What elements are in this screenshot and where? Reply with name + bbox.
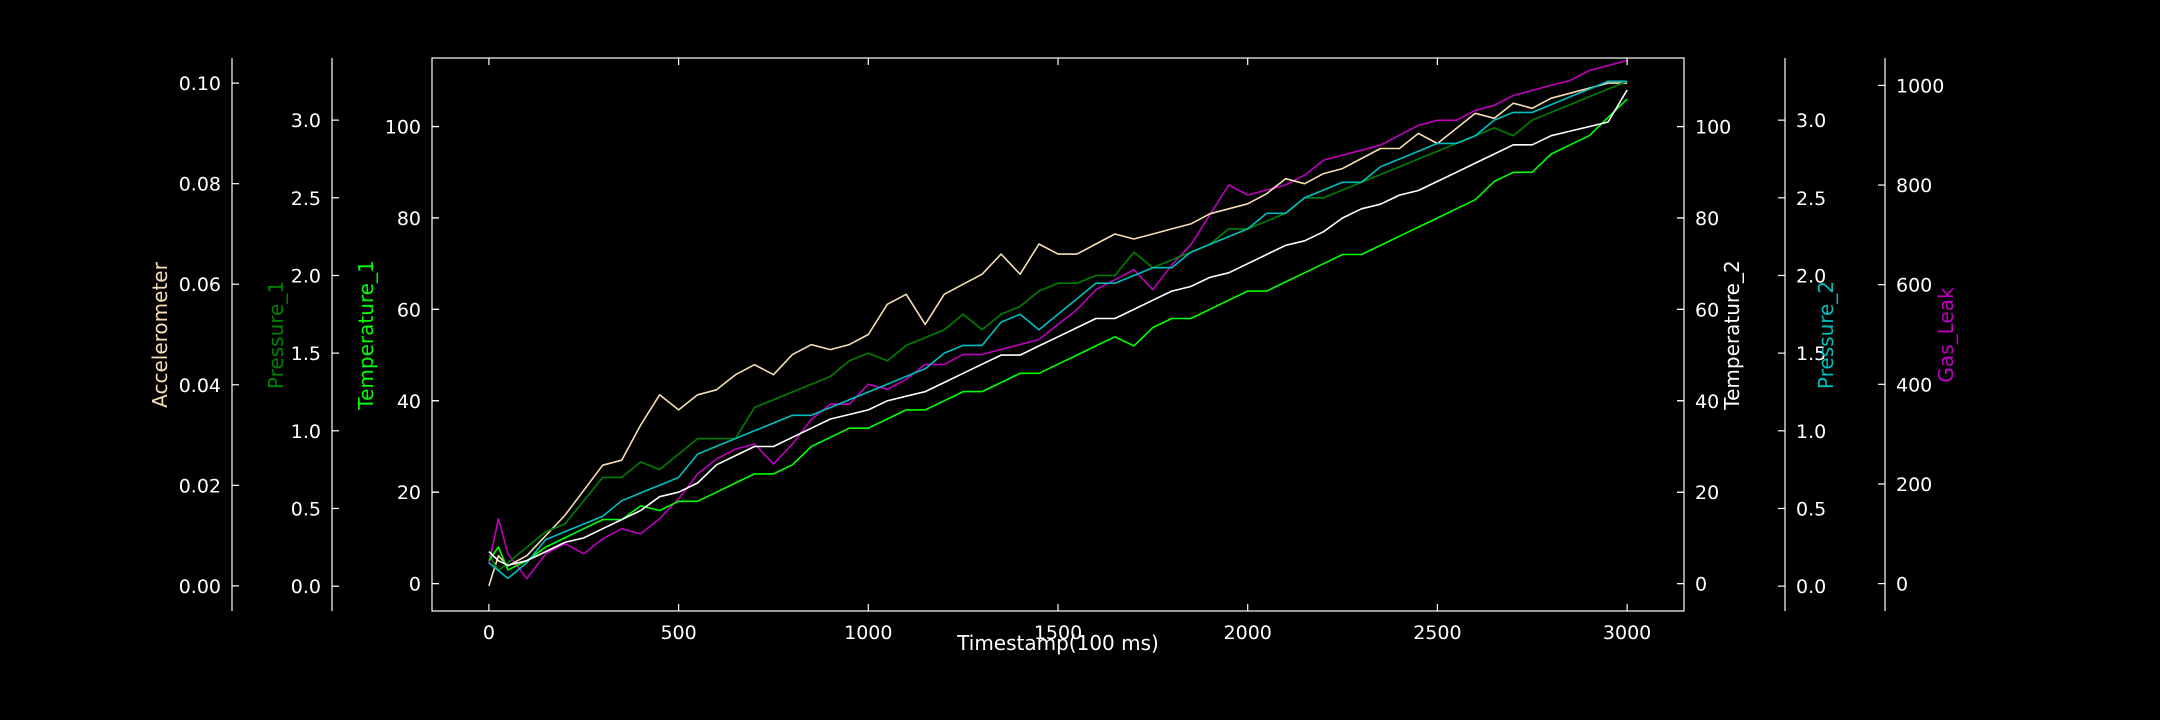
series-line-temp1 xyxy=(488,98,1628,571)
y-tick-label: 0 xyxy=(1695,574,1707,596)
y-tick-label: 60 xyxy=(1695,299,1719,321)
y-tick-label: 60 xyxy=(397,299,421,321)
y-tick-label: 0.02 xyxy=(179,475,221,497)
plot-frame xyxy=(431,57,1685,612)
x-tick-label: 3000 xyxy=(1603,622,1651,644)
y-tick-label: 1000 xyxy=(1896,75,1944,97)
x-tick-label: 2000 xyxy=(1224,622,1272,644)
y-tick-label: 200 xyxy=(1896,474,1932,496)
x-tick-label: 1500 xyxy=(1034,622,1082,644)
series-line-temp2 xyxy=(488,89,1628,567)
y-tick-label: 1.0 xyxy=(1796,421,1826,443)
y-tick-label: 0.08 xyxy=(179,174,221,196)
x-axis: 0 500 1000 1500 2000 2500 3000 xyxy=(483,58,1651,644)
y-tick-label: 40 xyxy=(1695,391,1719,413)
y-tick-label: 0.5 xyxy=(1796,498,1826,520)
y-tick-label: 400 xyxy=(1896,374,1932,396)
y-axis-title-accel: Accelerometer xyxy=(148,261,172,407)
y-axis-press1: 0.0 0.5 1.0 1.5 2.0 2.5 3.0 Pressure_1 xyxy=(264,58,339,611)
y-tick-label: 3.0 xyxy=(291,110,321,132)
y-tick-label: 1.5 xyxy=(291,343,321,365)
y-axis-temp2: 0 20 40 60 80 100 Temperature_2 xyxy=(432,117,1744,596)
y-tick-label: 2.0 xyxy=(1796,265,1826,287)
y-tick-label: 600 xyxy=(1896,275,1932,297)
y-axes: 0.000.020.040.060.080.10Accelerometer0.0… xyxy=(148,58,1958,611)
y-tick-label: 1.0 xyxy=(291,421,321,443)
y-axis-title-temp2: Temperature_2 xyxy=(1720,260,1744,410)
y-axis-title-press2: Pressure_2 xyxy=(1814,281,1838,389)
y-tick-label: 1.5 xyxy=(1796,343,1826,365)
series-line-press1 xyxy=(488,80,1628,572)
y-tick-label: 40 xyxy=(397,391,421,413)
y-tick-label: 20 xyxy=(397,482,421,504)
y-tick-label: 0.5 xyxy=(291,498,321,520)
y-axis-title-gas: Gas_Leak xyxy=(1934,287,1958,383)
y-axis-accel: 0.00 0.02 0.04 0.06 0.08 0.10 Accelerometer xyxy=(148,58,239,611)
series-line-press2 xyxy=(488,80,1628,580)
y-axis-press2: 0.0 0.5 1.0 1.5 2.0 2.5 3.0 Pressure_2 xyxy=(1778,58,1838,611)
y-axis-gas: 0 200 400 600 800 1000 Gas_Leak xyxy=(1878,58,1958,611)
y-tick-label: 80 xyxy=(397,208,421,230)
x-tick-label: 0 xyxy=(483,622,495,644)
y-tick-label: 0.10 xyxy=(179,73,221,95)
y-tick-label: 2.5 xyxy=(291,188,321,210)
y-tick-label: 0.00 xyxy=(179,576,221,598)
series-line-accel xyxy=(488,82,1628,587)
x-axis-title: Timestamp(100 ms) xyxy=(956,631,1159,655)
y-tick-label: 0.0 xyxy=(1796,576,1826,598)
y-tick-label: 0 xyxy=(409,574,421,596)
y-tick-label: 0.04 xyxy=(179,375,221,397)
y-tick-label: 800 xyxy=(1896,175,1932,197)
series-line-gas xyxy=(488,59,1628,580)
y-tick-label: 2.0 xyxy=(291,265,321,287)
y-tick-label: 2.5 xyxy=(1796,188,1826,210)
y-tick-label: 0.0 xyxy=(291,576,321,598)
y-tick-label: 0 xyxy=(1896,574,1908,596)
y-tick-label: 20 xyxy=(1695,482,1719,504)
x-tick-label: 2500 xyxy=(1413,622,1461,644)
y-tick-label: 3.0 xyxy=(1796,110,1826,132)
series-layer xyxy=(488,59,1628,587)
x-tick-label: 500 xyxy=(660,622,696,644)
y-tick-label: 100 xyxy=(1695,117,1731,139)
y-axis-title-temp1: Temperature_1 xyxy=(354,260,378,410)
y-axis-temp1: 0 20 40 60 80 100 Temperature_1 xyxy=(354,117,1684,596)
y-tick-label: 100 xyxy=(385,117,421,139)
y-axis-title-press1: Pressure_1 xyxy=(264,281,288,389)
y-tick-label: 80 xyxy=(1695,208,1719,230)
y-tick-label: 0.06 xyxy=(179,274,221,296)
x-tick-label: 1000 xyxy=(844,622,892,644)
